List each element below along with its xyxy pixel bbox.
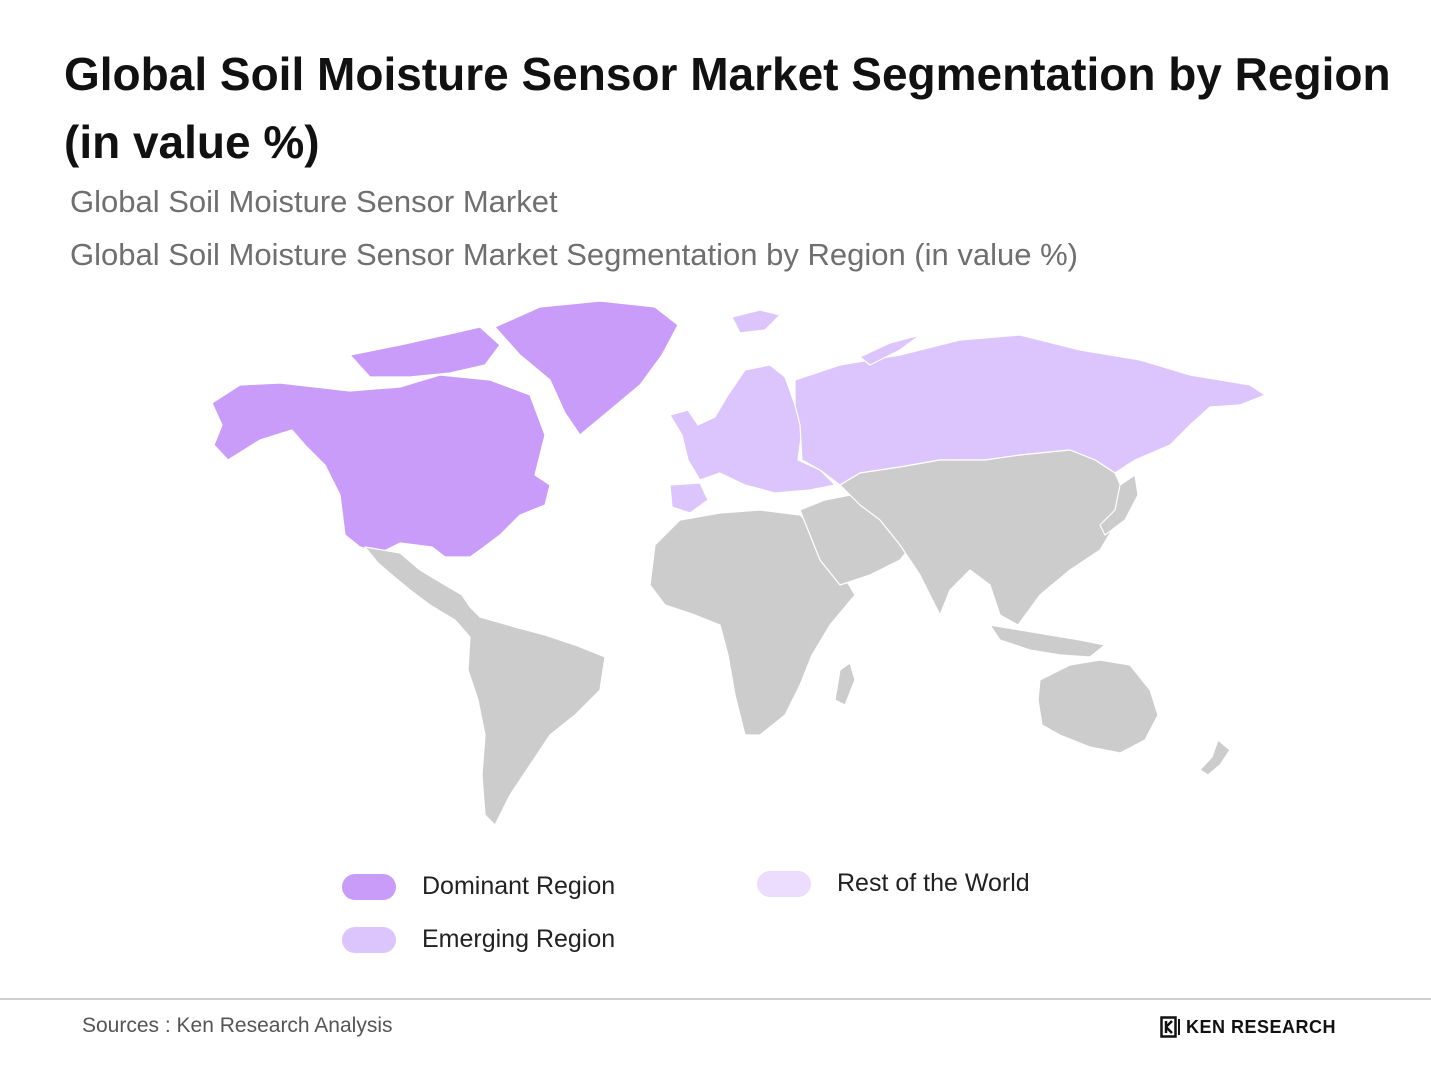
legend-swatch-dominant	[342, 873, 396, 900]
region-southeast-asia-islands	[989, 624, 1106, 658]
region-europe	[669, 364, 836, 494]
page-title: Global Soil Moisture Sensor Market Segme…	[64, 48, 1391, 168]
region-arctic-islands	[349, 326, 501, 378]
region-japan	[1099, 474, 1139, 536]
region-africa	[649, 509, 856, 736]
region-madagascar	[834, 662, 856, 706]
region-latin-america	[364, 546, 606, 826]
region-svalbard	[731, 309, 781, 334]
ken-research-logo-icon	[1160, 1016, 1180, 1038]
region-novaya-zemlya	[859, 334, 921, 366]
legend-swatch-emerging	[342, 926, 396, 953]
legend-label-rest: Rest of the World	[837, 869, 1030, 897]
brand-name: KEN RESEARCH	[1186, 1016, 1337, 1037]
legend-label-emerging: Emerging Region	[422, 925, 616, 953]
region-greenland	[494, 300, 679, 436]
region-asia	[839, 449, 1126, 626]
region-russia	[794, 334, 1266, 486]
region-western-europe	[669, 482, 709, 514]
legend-swatch-rest	[757, 870, 811, 897]
subtitle-segmentation: Global Soil Moisture Sensor Market Segme…	[70, 237, 1078, 272]
footer-divider	[0, 998, 1431, 1000]
region-new-zealand	[1199, 739, 1231, 776]
brand: KEN RESEARCH	[1160, 1016, 1336, 1038]
legend-item-dominant: Dominant Region	[342, 872, 615, 901]
source-note: Sources : Ken Research Analysis	[82, 1014, 393, 1037]
legend-item-rest: Rest of the World	[757, 869, 1030, 898]
legend-label-dominant: Dominant Region	[422, 872, 616, 900]
world-map	[211, 300, 1266, 826]
region-australia	[1037, 659, 1159, 754]
legend-item-emerging: Emerging Region	[342, 925, 615, 954]
region-north-america	[211, 374, 551, 558]
subtitle-market: Global Soil Moisture Sensor Market	[70, 184, 558, 219]
